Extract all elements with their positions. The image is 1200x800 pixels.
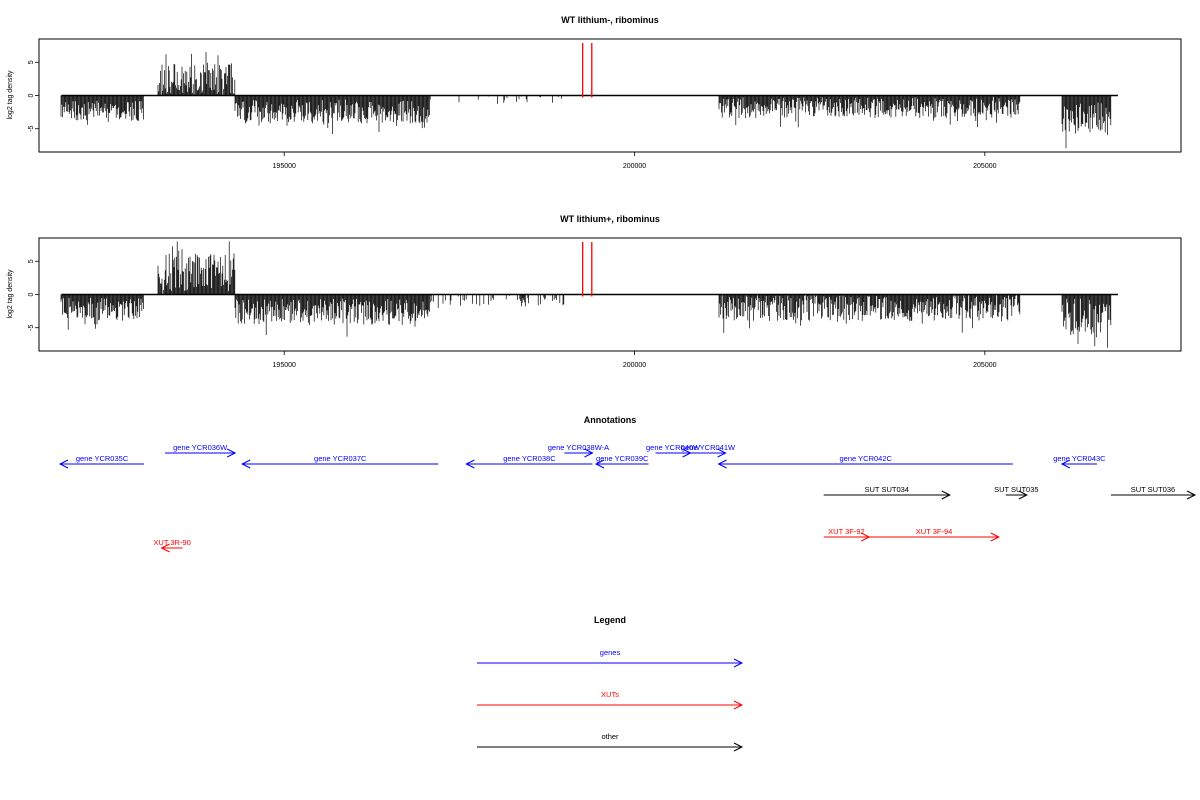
feature-label: gene YCR038C xyxy=(503,454,556,463)
y-axis: -5 0 5 xyxy=(28,60,40,132)
feature-gene-ycr037c: gene YCR037C xyxy=(241,454,439,469)
feature-gene-ycr039c: gene YCR039C xyxy=(594,454,649,469)
panel-title: WT lithium+, ribominus xyxy=(560,214,660,224)
feature-label: SUT SUT036 xyxy=(1131,485,1175,494)
legend-label: XUTs xyxy=(601,690,619,699)
y-tick-label: 5 xyxy=(28,259,35,263)
y-tick-label: 0 xyxy=(28,292,35,296)
feature-gene-ycr036w: gene YCR036W xyxy=(165,443,237,458)
legend-item-xuts: XUTs xyxy=(477,690,744,710)
x-tick-label: 205000 xyxy=(973,362,996,369)
feature-label: gene YCR036W xyxy=(173,443,228,452)
arrow-head-icon xyxy=(226,448,237,458)
feature-gene-ycr041w: gene YCR041W xyxy=(681,443,736,458)
y-tick-label: -5 xyxy=(28,325,35,331)
feature-label: XUT 3F-94 xyxy=(916,527,953,536)
feature-gene-ycr042c: gene YCR042C xyxy=(717,454,1013,469)
arrow-head-icon xyxy=(465,459,475,469)
panel-title: WT lithium-, ribominus xyxy=(561,15,659,25)
feature-label: SUT SUT035 xyxy=(994,485,1038,494)
legend-item-genes: genes xyxy=(477,648,744,668)
feature-label: XUT 3F-92 xyxy=(828,527,865,536)
arrow-head-icon xyxy=(160,543,170,553)
x-tick-label: 205000 xyxy=(973,163,996,170)
x-tick-label: 200000 xyxy=(623,163,646,170)
arrow-head-icon xyxy=(594,459,605,469)
feature-xut-3r-90: XUT 3R-90 xyxy=(153,538,191,553)
feature-xut-3f-94: XUT 3F-94 xyxy=(869,527,1000,542)
arrow-head-icon xyxy=(58,459,69,469)
y-tick-label: 5 xyxy=(28,60,35,64)
y-axis-label: log2 tag density xyxy=(7,269,14,319)
legend-item-other: other xyxy=(477,732,744,752)
arrow-head-icon xyxy=(733,742,744,752)
arrow-head-icon xyxy=(1186,490,1197,500)
arrow-head-icon xyxy=(1060,459,1071,469)
feature-label: gene YCR040W xyxy=(646,443,701,452)
feature-gene-ycr043c: gene YCR043C xyxy=(1053,454,1106,469)
legend-title: Legend xyxy=(594,615,626,625)
x-axis: 195000 200000 205000 xyxy=(273,350,997,369)
feature-label: XUT 3R-90 xyxy=(153,538,190,547)
x-tick-label: 200000 xyxy=(623,362,646,369)
feature-label: gene YCR035C xyxy=(76,454,129,463)
arrow-head-icon xyxy=(717,459,727,469)
x-axis: 195000 200000 205000 xyxy=(273,151,997,170)
coverage-bars xyxy=(60,52,1118,149)
arrow-head-icon xyxy=(941,490,951,500)
y-tick-label: 0 xyxy=(28,93,35,97)
arrow-head-icon xyxy=(584,448,594,458)
feature-sut-sut035: SUT SUT035 xyxy=(994,485,1039,500)
feature-label: gene YCR038W-A xyxy=(548,443,609,452)
feature-label: gene YCR042C xyxy=(840,454,893,463)
feature-label: gene YCR041W xyxy=(681,443,736,452)
feature-xut-3f-92: XUT 3F-92 xyxy=(823,527,871,542)
legend-label: other xyxy=(601,732,619,741)
feature-label: gene YCR039C xyxy=(596,454,649,463)
feature-gene-ycr038c: gene YCR038C xyxy=(465,454,593,469)
feature-gene-ycr038w-a: gene YCR038W-A xyxy=(548,443,609,458)
annotations-title: Annotations xyxy=(584,415,637,425)
track-panel-lithium-plus: WT lithium+, ribominus log2 tag density … xyxy=(7,214,1182,369)
feature-arrows: gene YCR035C gene YCR036W gene YCR037C gene… xyxy=(58,443,1197,553)
arrow-head-icon xyxy=(241,459,251,469)
legend-items: genes XUTs other xyxy=(477,648,744,752)
feature-label: SUT SUT034 xyxy=(865,485,909,494)
x-tick-label: 195000 xyxy=(273,362,296,369)
arrow-head-icon xyxy=(717,448,727,458)
y-tick-label: -5 xyxy=(28,126,35,132)
arrow-head-icon xyxy=(990,532,1000,542)
feature-sut-sut034: SUT SUT034 xyxy=(823,485,951,500)
track-panel-lithium-minus: WT lithium-, ribominus log2 tag density … xyxy=(7,15,1182,170)
red-markers xyxy=(582,43,593,98)
arrow-head-icon xyxy=(733,658,744,668)
coverage-bars xyxy=(60,241,1118,348)
y-axis: -5 0 5 xyxy=(28,259,40,331)
feature-label: gene YCR043C xyxy=(1053,454,1106,463)
arrow-head-icon xyxy=(1018,490,1028,500)
y-axis-label: log2 tag density xyxy=(7,70,14,120)
red-markers xyxy=(582,242,593,297)
feature-sut-sut036: SUT SUT036 xyxy=(1110,485,1197,500)
legend-label: genes xyxy=(600,648,621,657)
arrow-head-icon xyxy=(733,700,744,710)
legend: Legend genes XUTs other xyxy=(477,615,744,752)
feature-label: gene YCR037C xyxy=(314,454,367,463)
feature-gene-ycr035c: gene YCR035C xyxy=(58,454,145,469)
x-tick-label: 195000 xyxy=(273,163,296,170)
